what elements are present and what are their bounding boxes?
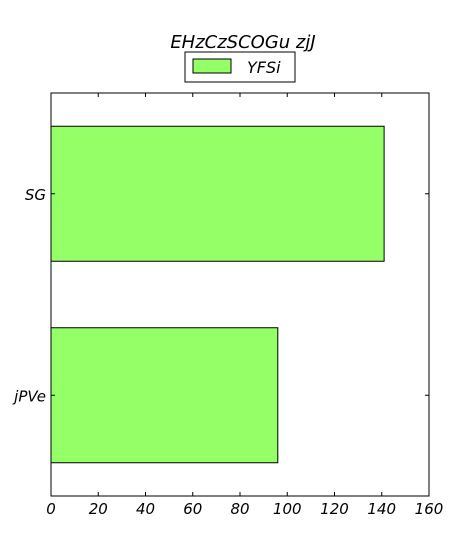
legend-label: YFSi [247,58,281,77]
x-tick-label: 80 [230,500,249,518]
x-tick-label: 40 [136,500,155,518]
y-tick-label: SG [25,186,46,204]
x-tick-label: 100 [273,500,302,518]
x-tick-label: 20 [89,500,108,518]
x-tick-label: 120 [320,500,349,518]
x-tick-label: 0 [46,500,56,518]
bar-SG [50,125,385,262]
chart-title: EHzCzSCOGu zjJ [170,32,315,53]
y-axis-ticks: SG jPVe [12,186,429,405]
x-axis-ticks: 0 20 40 60 80 100 120 140 160 [46,93,443,518]
bars-group [50,125,385,464]
legend: YFSi [184,51,296,83]
plot-area-frame [50,92,430,497]
x-tick-label: 160 [415,500,444,518]
bar-jPVe [50,327,279,464]
legend-swatch [192,58,232,74]
x-tick-label: 140 [367,500,396,518]
x-tick-label: 60 [183,500,202,518]
y-tick-label: jPVe [12,387,46,405]
